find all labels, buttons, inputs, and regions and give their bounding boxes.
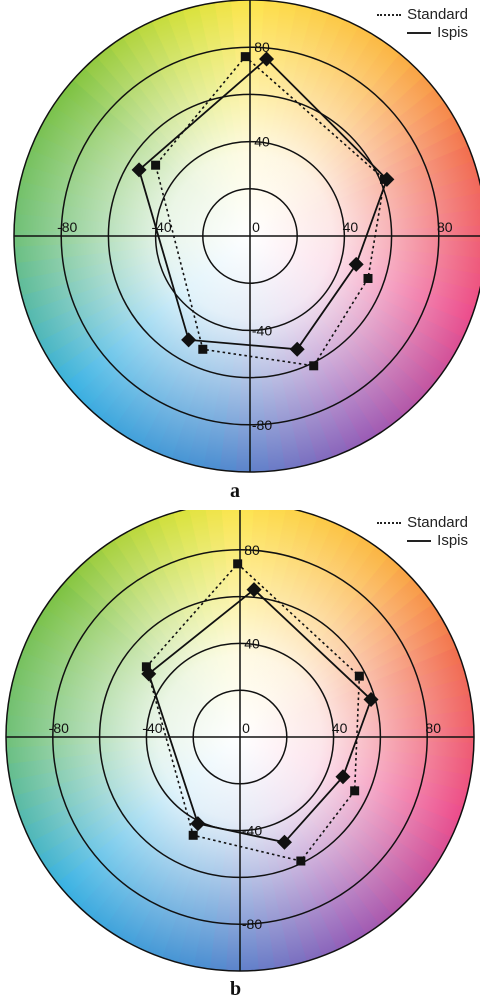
marker-diamond-ispis <box>141 666 157 682</box>
panel-label-a: a <box>230 480 240 502</box>
marker-square-standard <box>198 344 208 354</box>
y-tick-label: -80 <box>252 417 272 433</box>
legend-swatch-ispis <box>407 540 432 542</box>
marker-diamond-ispis <box>348 256 364 272</box>
x-tick-label: 40 <box>332 720 348 736</box>
marker-square-standard <box>350 786 360 796</box>
x-tick-label: 0 <box>252 219 260 235</box>
marker-diamond-ispis <box>259 51 275 67</box>
y-tick-label: 40 <box>254 134 270 150</box>
marker-diamond-ispis <box>335 769 351 785</box>
legend-label-standard: Standard <box>407 6 468 23</box>
x-tick-label: 0 <box>242 720 250 736</box>
x-tick-label: -80 <box>57 219 77 235</box>
marker-diamond-ispis <box>190 816 206 832</box>
y-tick-label: 80 <box>254 39 270 55</box>
marker-diamond-ispis <box>246 582 262 598</box>
marker-diamond-ispis <box>181 332 197 348</box>
x-tick-label: -80 <box>49 720 69 736</box>
marker-diamond-ispis <box>379 171 395 187</box>
x-tick-label: -40 <box>142 720 162 736</box>
y-tick-label: 80 <box>244 542 260 558</box>
y-tick-label: 40 <box>244 635 260 651</box>
panel-label-b: b <box>230 978 242 1000</box>
chart-panel-b: -80 -40 0 40 80 80 40 -40 -80 Standard Ispis b <box>0 510 480 1005</box>
x-tick-label: 40 <box>343 219 359 235</box>
legend-swatch-ispis <box>407 32 432 34</box>
marker-square-standard <box>141 662 151 672</box>
marker-diamond-ispis <box>289 341 305 357</box>
x-tick-label: 80 <box>425 720 441 736</box>
legend-b: Standard Ispis <box>377 514 468 550</box>
legend-item-standard: Standard <box>377 6 468 24</box>
marker-square-standard <box>296 856 306 866</box>
marker-square-standard <box>240 52 250 62</box>
legend-item-ispis: Ispis <box>377 24 468 42</box>
legend-label-standard: Standard <box>407 514 468 531</box>
marker-diamond-ispis <box>363 692 379 708</box>
marker-square-standard <box>188 830 198 840</box>
marker-square-standard <box>354 671 364 681</box>
legend-label-ispis: Ispis <box>437 24 468 41</box>
y-tick-label: -80 <box>242 916 262 932</box>
marker-diamond-ispis <box>131 162 147 178</box>
legend-item-ispis: Ispis <box>377 532 468 550</box>
marker-square-standard <box>363 273 373 283</box>
legend-a: Standard Ispis <box>377 6 468 42</box>
chart-panel-a: -80 -40 0 40 80 80 40 -40 -80 Standard Ispis a <box>13 0 480 502</box>
marker-square-standard <box>151 160 161 170</box>
x-tick-label: 80 <box>437 219 453 235</box>
legend-label-ispis: Ispis <box>437 532 468 549</box>
marker-square-standard <box>233 559 243 569</box>
legend-item-standard: Standard <box>377 514 468 532</box>
marker-diamond-ispis <box>276 834 292 850</box>
legend-swatch-standard <box>377 522 402 524</box>
y-tick-label: -40 <box>252 322 272 338</box>
color-wheel-b <box>6 510 474 971</box>
legend-swatch-standard <box>377 14 402 16</box>
marker-square-standard <box>309 361 319 371</box>
